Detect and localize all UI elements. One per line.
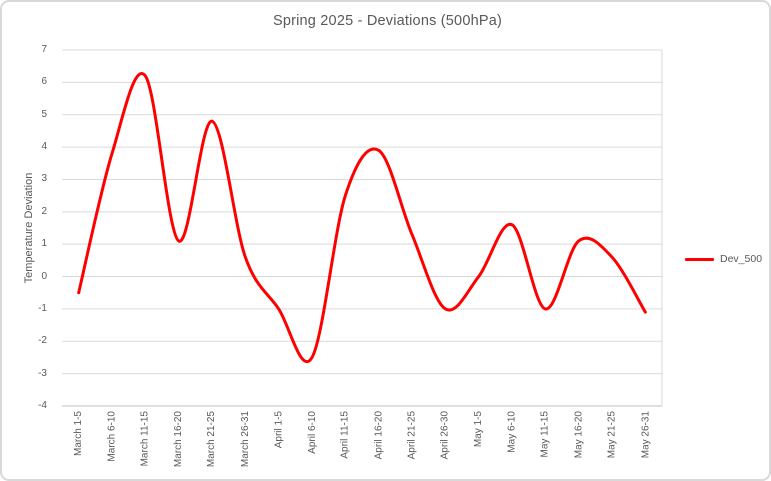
x-tick-label: May 1-5 <box>473 411 485 448</box>
x-tick-label: May 16-20 <box>573 411 585 459</box>
x-tick-label: May 11-15 <box>539 411 551 458</box>
x-tick-label: March 11-15 <box>139 411 151 467</box>
y-tick-label: 6 <box>41 76 47 88</box>
x-tick-label: April 11-15 <box>339 411 351 459</box>
y-tick-label: 1 <box>41 238 47 250</box>
y-tick-label: 2 <box>41 205 47 217</box>
legend: Dev_500 <box>685 253 762 265</box>
x-tick-label: May 21-25 <box>606 411 618 459</box>
legend-line-swatch-icon <box>685 257 714 261</box>
dev-500-series-line <box>77 72 647 363</box>
x-tick-label: April 16-20 <box>373 411 385 460</box>
y-tick-label: 5 <box>41 108 47 120</box>
x-tick-label: March 26-31 <box>239 411 251 468</box>
y-tick-label: 3 <box>41 173 47 185</box>
x-tick-label: March 1-5 <box>73 411 85 457</box>
x-tick-label: March 6-10 <box>106 411 118 462</box>
y-tick-label: 7 <box>41 44 47 55</box>
x-tick-label: March 21-25 <box>206 411 218 468</box>
y-tick-label: -1 <box>38 302 47 314</box>
y-tick-label: 4 <box>41 141 47 153</box>
x-tick-label: April 6-10 <box>306 411 318 454</box>
x-tick-label: April 26-30 <box>439 411 451 460</box>
x-tick-label: April 1-5 <box>273 411 285 449</box>
y-tick-label: -2 <box>38 335 47 347</box>
y-tick-label: -3 <box>38 367 47 379</box>
x-tick-label: March 16-20 <box>173 411 185 468</box>
chart-title: Spring 2025 - Deviations (500hPa) <box>272 13 503 29</box>
y-tick-label: 0 <box>41 270 47 282</box>
legend-series-label: Dev_500 <box>720 253 763 265</box>
x-tick-label: May 26-31 <box>639 411 651 459</box>
x-tick-label: May 6-10 <box>506 411 518 453</box>
y-tick-label: -4 <box>38 400 47 411</box>
x-tick-label: April 21-25 <box>406 411 418 460</box>
